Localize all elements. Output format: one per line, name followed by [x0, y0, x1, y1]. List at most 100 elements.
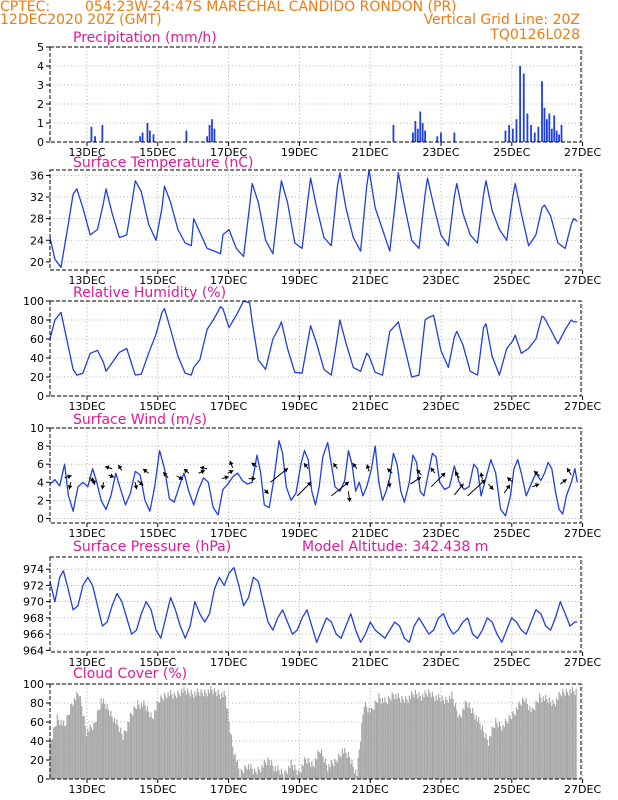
precip-bar: [522, 73, 525, 142]
cloud-bar: [394, 699, 396, 779]
humidity-y-tick-label: 80: [30, 314, 44, 327]
cloud-bar: [467, 707, 469, 779]
temperature-x-tick-label: 13DEC: [68, 274, 105, 287]
cloud-bar: [377, 702, 379, 779]
wind-arrow: [91, 477, 96, 485]
wind-arrow-head: [365, 464, 371, 469]
cloud-bar: [489, 735, 491, 779]
temperature-x-tick-label: 15DEC: [139, 274, 176, 287]
cloud-bar: [415, 693, 418, 779]
cloud-bar: [161, 697, 163, 779]
cloud-bar: [261, 764, 263, 779]
cloud-bar: [145, 710, 147, 779]
humidity-x-tick-label: 27DEC: [564, 400, 601, 413]
humidity-x-tick-label: 25DEC: [493, 400, 530, 413]
cloud-bar: [123, 730, 125, 779]
cloud-bar: [282, 773, 284, 779]
cloud-bar: [247, 764, 250, 779]
cloud-bar: [570, 693, 572, 779]
cloud-bar: [280, 768, 282, 779]
cloud-bar: [408, 695, 410, 779]
pressure-y-tick-label: 968: [23, 612, 44, 625]
cloud-bar: [373, 709, 375, 779]
cloud-bar: [554, 706, 557, 779]
precip-bar: [94, 136, 96, 142]
humidity-series-line: [49, 300, 578, 378]
model-altitude-label: Model Altitude: 342.438 m: [302, 539, 488, 555]
cloud-bar: [459, 715, 462, 779]
wind-arrow-head: [229, 460, 234, 466]
wind-arrow: [410, 476, 422, 485]
wind-arrow-head: [416, 477, 421, 482]
cloud-bar: [563, 692, 565, 779]
cloud-bar: [325, 764, 328, 779]
grid-note-label: Vertical Grid Line: 20Z: [424, 12, 580, 28]
wind-arrow: [386, 467, 393, 474]
cloud-bar: [236, 760, 239, 779]
cloud-bar: [266, 765, 268, 779]
cloud-bar: [306, 763, 308, 779]
wind-x-tick-label: 19DEC: [281, 527, 318, 540]
cloud-bar: [249, 769, 251, 779]
cloud-bar: [54, 726, 56, 779]
cloud-bar: [188, 692, 190, 779]
cloud-bar: [411, 691, 413, 779]
cloud-x-tick-label: 13DEC: [68, 783, 105, 796]
source-label: CPTEC:: [0, 0, 50, 15]
cloud-bar: [355, 769, 357, 779]
cloud-bar: [187, 688, 189, 779]
cloud-bar: [557, 700, 559, 779]
cloud-frame: [49, 683, 582, 780]
cloud-bar: [491, 726, 493, 779]
cloud-bar: [380, 703, 382, 779]
precipitation-frame: [49, 46, 582, 143]
precipitation-panel: Precipitation (mm/h) 0 1 2 3 4 5 13DEC 15DEC 17DE…: [37, 30, 601, 159]
cloud-bar: [386, 704, 388, 779]
cloud-bar: [312, 765, 314, 779]
cloud-x-tick-label: 19DEC: [281, 783, 318, 796]
cloud-bar: [285, 772, 287, 779]
wind-x-tick-label: 27DEC: [564, 527, 601, 540]
pressure-x-tick-label: 25DEC: [493, 656, 530, 669]
cloud-bar: [500, 726, 502, 779]
cloud-bar: [322, 755, 324, 779]
cloud-bar: [202, 696, 205, 779]
cloud-bar: [480, 729, 482, 779]
cloud-bar: [154, 709, 156, 779]
precip-bar: [440, 132, 442, 142]
cloud-bar: [333, 766, 335, 779]
wind-arrow-head: [489, 485, 494, 490]
pressure-y-tick-label: 974: [23, 563, 44, 576]
cloud-bar: [383, 702, 385, 779]
cloud-bar: [473, 713, 475, 779]
cloud-bar: [88, 731, 90, 779]
cloud-bar: [344, 747, 346, 779]
cloud-bar: [364, 701, 367, 779]
cloud-bar: [407, 703, 409, 779]
cloud-bar: [345, 752, 347, 779]
cloud-bar: [524, 702, 526, 779]
cloud-bar: [156, 701, 158, 779]
wind-arrow: [142, 468, 149, 474]
cloud-bar: [538, 693, 541, 779]
wind-y-tick-label: 0: [37, 512, 44, 525]
cloud-bar: [549, 701, 552, 779]
wind-arrow: [64, 474, 72, 480]
cloud-bar: [133, 706, 135, 779]
cloud-bar: [243, 773, 245, 779]
cloud-bar: [359, 741, 362, 779]
cloud-bar: [233, 755, 235, 779]
cloud-bar: [303, 757, 306, 779]
cloud-bar: [305, 759, 307, 779]
cloud-bar: [118, 731, 121, 779]
cloud-bar: [481, 725, 483, 779]
cloud-bar: [254, 768, 256, 779]
cloud-bar: [496, 722, 498, 779]
cloud-bar: [476, 721, 479, 779]
wind-arrow: [430, 472, 446, 488]
cloud-bar: [51, 739, 54, 779]
location-label: 054:23W-24:47S MARECHAL CANDIDO RONDON (…: [85, 0, 457, 15]
cloud-bar: [100, 698, 102, 779]
wind-y-tick-label: 8: [37, 440, 44, 453]
cloud-bar: [537, 702, 539, 779]
